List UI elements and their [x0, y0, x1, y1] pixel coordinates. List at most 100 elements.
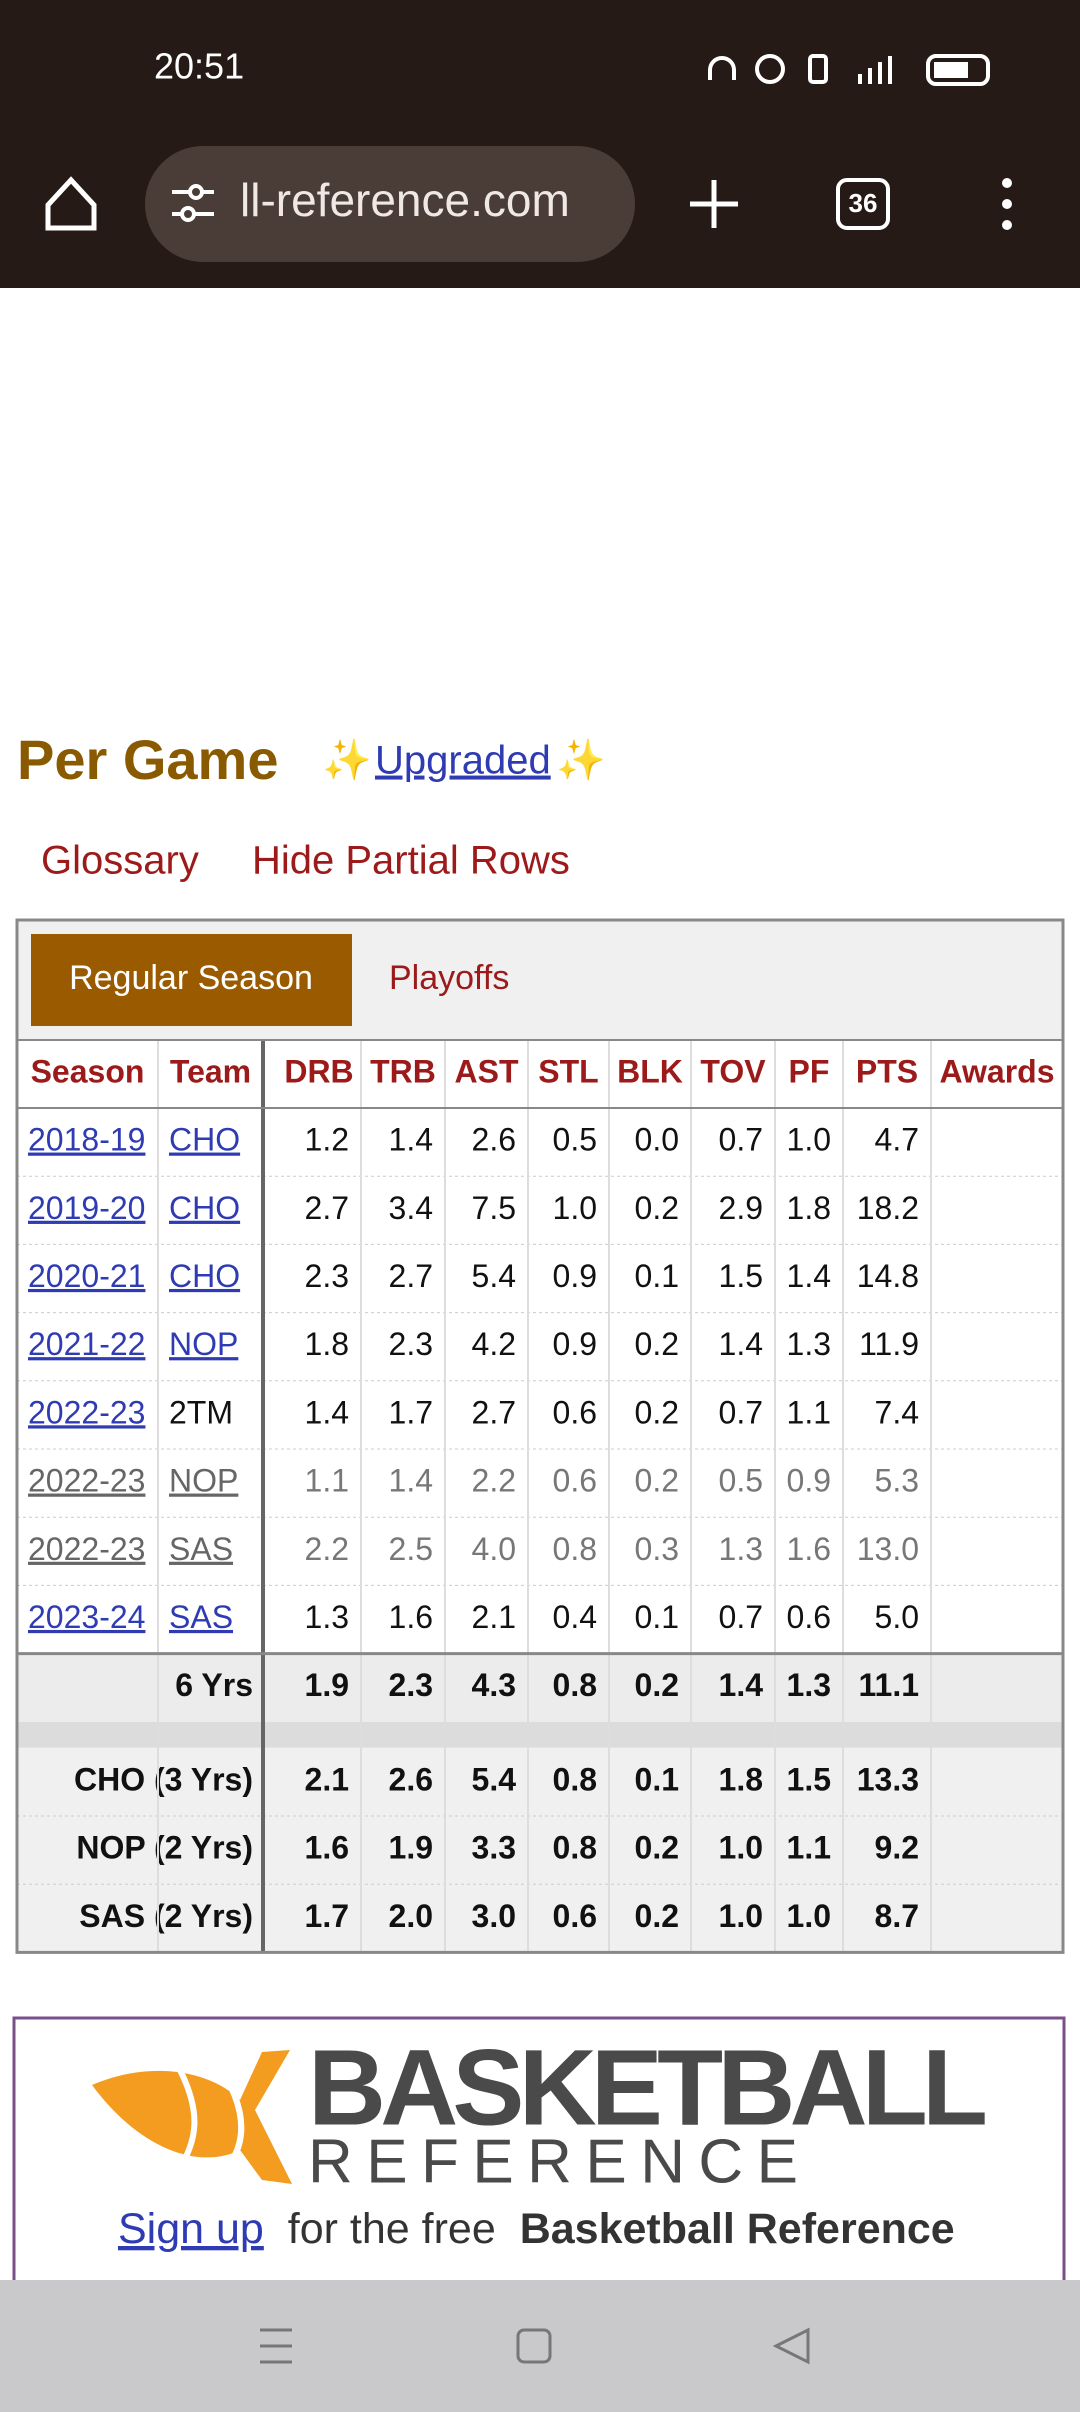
stat-cell: 1.6 — [389, 1599, 433, 1635]
totals-cell: 11.1 — [858, 1667, 919, 1703]
stat-cell: 2.7 — [305, 1190, 349, 1226]
season-link[interactable]: 2021-22 — [28, 1326, 145, 1362]
tab-regular[interactable] — [31, 934, 352, 1026]
stat-cell: 2.7 — [472, 1394, 516, 1430]
team-total-cell: 1.0 — [719, 1830, 763, 1866]
team-total-label: NOP (2 Yrs) — [76, 1830, 253, 1866]
team-total-cell: 5.4 — [472, 1761, 517, 1797]
stat-cell: 14.8 — [857, 1258, 919, 1294]
column-header: Season — [31, 1053, 145, 1089]
team-total-cell: 0.2 — [635, 1898, 679, 1934]
team-cell[interactable]: CHO — [169, 1190, 240, 1226]
stat-cell: 0.5 — [553, 1122, 597, 1158]
stat-cell: 4.0 — [472, 1531, 516, 1567]
stat-cell: 2.9 — [719, 1190, 763, 1226]
team-total-cell: 1.5 — [787, 1761, 831, 1797]
team-total-cell: 0.6 — [553, 1898, 597, 1934]
clock: 20:51 — [154, 46, 244, 87]
section-title: Per Game — [17, 728, 279, 791]
season-link[interactable]: 2022-23 — [28, 1531, 145, 1567]
season-link[interactable]: 2018-19 — [28, 1122, 145, 1158]
stat-cell: 2.2 — [472, 1463, 516, 1499]
sparkle: ✨ — [556, 739, 606, 783]
nav-menu[interactable] — [260, 2328, 292, 2364]
stat-cell: 1.4 — [719, 1326, 763, 1362]
glossary-link[interactable]: Glossary — [41, 839, 199, 883]
team-total-cell: 8.7 — [875, 1898, 919, 1934]
stat-cell: 5.4 — [472, 1258, 516, 1294]
column-header: TOV — [700, 1053, 766, 1089]
season-link[interactable]: 2019-20 — [28, 1190, 145, 1226]
stat-cell: 1.2 — [305, 1122, 349, 1158]
team-total-cell: 0.8 — [553, 1761, 597, 1797]
new-tab[interactable] — [690, 180, 738, 228]
team-cell[interactable]: SAS — [169, 1599, 233, 1635]
team-total-cell: 1.6 — [305, 1830, 349, 1866]
team-total-cell: 1.1 — [787, 1830, 831, 1866]
url-bar[interactable] — [145, 146, 635, 262]
team-total-cell: 0.1 — [635, 1761, 679, 1797]
totals-cell: 2.3 — [389, 1667, 433, 1703]
stat-cell: 11.9 — [859, 1326, 919, 1362]
tab-switcher[interactable] — [836, 178, 890, 230]
stat-cell: 2.7 — [389, 1258, 433, 1294]
stat-cell: 1.4 — [389, 1463, 433, 1499]
stat-cell: 2.6 — [472, 1122, 516, 1158]
team-cell: 2TM — [169, 1394, 233, 1430]
home-button[interactable] — [45, 176, 97, 231]
signup-text: for the free — [288, 2205, 496, 2253]
stat-cell: 0.2 — [635, 1326, 679, 1362]
nav-home[interactable] — [516, 2328, 552, 2364]
team-total-label: CHO (3 Yrs) — [74, 1761, 253, 1797]
stat-cell: 1.0 — [553, 1190, 597, 1226]
column-header: PTS — [856, 1053, 918, 1089]
stat-cell: 18.2 — [857, 1190, 919, 1226]
team-cell[interactable]: NOP — [169, 1326, 238, 1362]
team-cell[interactable]: CHO — [169, 1258, 240, 1294]
logo-sub: REFERENCE — [308, 2127, 798, 2196]
tab-playoffs-label[interactable]: Playoffs — [389, 959, 509, 997]
season-link[interactable]: 2022-23 — [28, 1463, 145, 1499]
team-total-cell: 3.3 — [472, 1830, 516, 1866]
team-cell[interactable]: SAS — [169, 1531, 233, 1567]
stat-cell: 0.2 — [635, 1463, 679, 1499]
column-header: BLK — [617, 1053, 683, 1089]
team-cell[interactable]: NOP — [169, 1463, 238, 1499]
stat-cell: 4.7 — [875, 1122, 919, 1158]
tab-regular-label[interactable]: Regular Season — [69, 959, 313, 997]
stat-cell: 0.1 — [635, 1599, 679, 1635]
team-total-cell: 2.1 — [305, 1761, 349, 1797]
stat-cell: 0.2 — [635, 1394, 679, 1430]
team-total-cell: 13.3 — [857, 1761, 919, 1797]
stat-cell: 1.0 — [787, 1122, 831, 1158]
signup-link[interactable]: Sign up — [118, 2205, 264, 2253]
url[interactable]: ll-reference.com — [240, 174, 570, 226]
totals-cell: 0.2 — [635, 1667, 679, 1703]
stat-cell: 7.4 — [875, 1394, 919, 1430]
hide-partial-link[interactable]: Hide Partial Rows — [252, 839, 570, 883]
season-link[interactable]: 2022-23 — [28, 1394, 145, 1430]
stat-cell: 0.5 — [719, 1463, 763, 1499]
stat-cell: 0.7 — [719, 1122, 763, 1158]
stat-cell: 2.2 — [305, 1531, 349, 1567]
column-header: DRB — [284, 1053, 353, 1089]
stat-cell: 2.1 — [472, 1599, 516, 1635]
totals-cell: 1.4 — [719, 1667, 764, 1703]
site-info-icon[interactable] — [172, 184, 214, 222]
season-link[interactable]: 2023-24 — [28, 1599, 145, 1635]
season-link[interactable]: 2020-21 — [28, 1258, 145, 1294]
stat-cell: 1.3 — [305, 1599, 349, 1635]
signup-bold: Basketball Reference — [520, 2205, 955, 2253]
menu-button[interactable] — [1002, 178, 1012, 230]
team-total-cell: 0.2 — [635, 1830, 679, 1866]
team-total-cell: 9.2 — [875, 1830, 919, 1866]
stat-cell: 1.4 — [389, 1122, 433, 1158]
stat-cell: 1.4 — [787, 1258, 831, 1294]
stat-cell: 2.3 — [389, 1326, 433, 1362]
stat-cell: 0.9 — [553, 1258, 597, 1294]
upgraded-link[interactable]: Upgraded — [375, 739, 551, 783]
tab-count[interactable]: 36 — [849, 188, 878, 218]
stat-cell: 0.6 — [553, 1463, 597, 1499]
team-cell[interactable]: CHO — [169, 1122, 240, 1158]
nav-back[interactable] — [772, 2327, 810, 2365]
